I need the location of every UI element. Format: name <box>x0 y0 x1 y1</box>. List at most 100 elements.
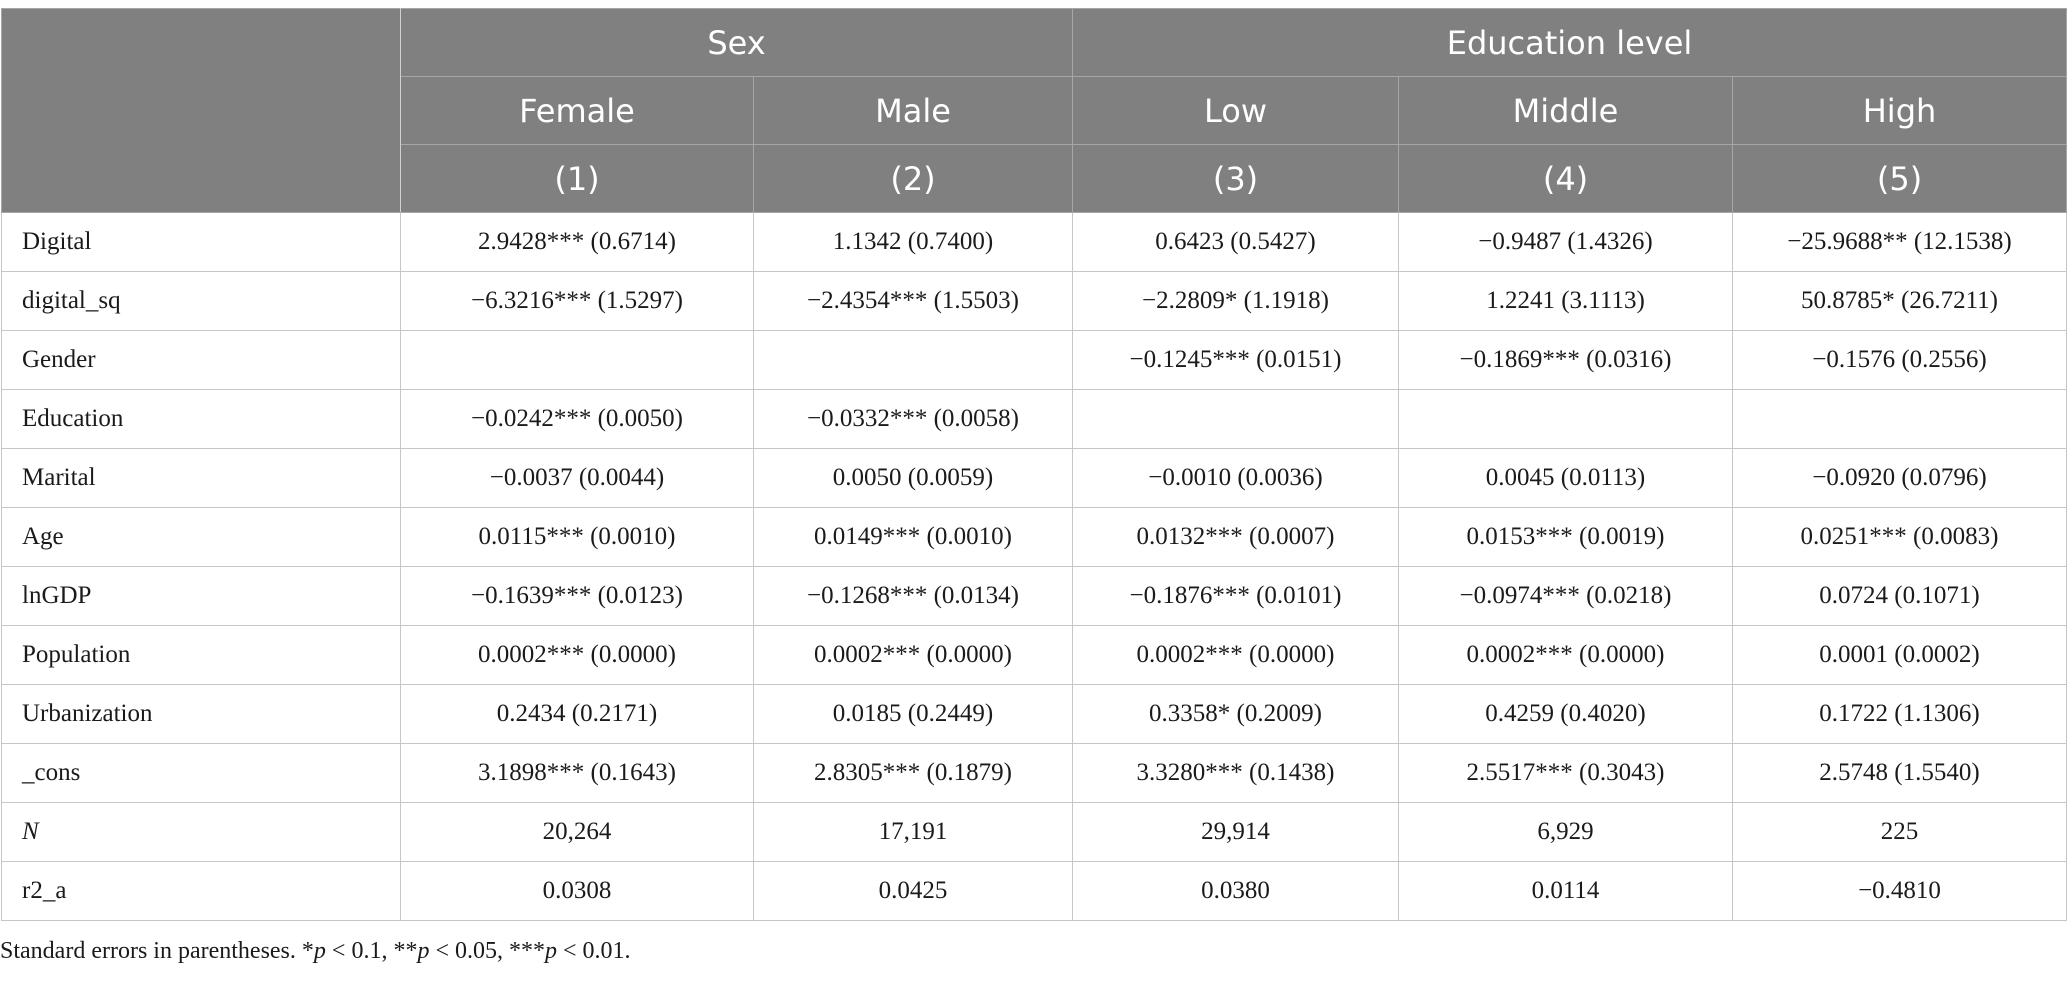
table-row: Gender −0.1245*** (0.0151) −0.1869*** (0.0… <box>1 330 2067 390</box>
coefficient-cell <box>400 330 754 390</box>
column-number-3: (3) <box>1072 144 1399 213</box>
column-header-male: Male <box>753 76 1073 145</box>
header-group-row: Sex Education level <box>1 8 2067 213</box>
coefficient-cell: −0.1876*** (0.0101) <box>1072 566 1399 626</box>
coefficient-cell: 2.5748 (1.5540) <box>1731 743 2067 803</box>
coefficient-cell: 0.0425 <box>753 861 1073 921</box>
coefficient-cell: 0.0380 <box>1072 861 1399 921</box>
coefficient-cell: 6,929 <box>1398 802 1733 862</box>
column-number-1: (1) <box>400 144 754 213</box>
footnote-threshold-1: < 0.1, ** <box>325 938 418 964</box>
table-row: Digital 2.9428*** (0.6714) 1.1342 (0.7400)… <box>1 212 2067 272</box>
table-row: lnGDP −0.1639*** (0.0123) −0.1268*** (0.01… <box>1 566 2067 626</box>
table-row: _cons 3.1898*** (0.1643) 2.8305*** (0.1879… <box>1 743 2067 803</box>
coefficient-cell: 0.0185 (0.2449) <box>753 684 1073 744</box>
coefficient-cell <box>1398 389 1733 449</box>
coefficient-cell: −0.0242*** (0.0050) <box>400 389 754 449</box>
row-label: Digital <box>1 212 401 272</box>
header-corner-cell <box>1 8 401 213</box>
coefficient-cell: 0.0115*** (0.0010) <box>400 507 754 567</box>
row-label: _cons <box>1 743 401 803</box>
coefficient-cell: 0.6423 (0.5427) <box>1072 212 1399 272</box>
coefficient-cell: −2.4354*** (1.5503) <box>753 271 1073 331</box>
coefficient-cell: 29,914 <box>1072 802 1399 862</box>
column-number-2: (2) <box>753 144 1073 213</box>
coefficient-cell: 0.0114 <box>1398 861 1733 921</box>
regression-table-container: Sex Education level Female Male Low Midd… <box>1 8 2067 921</box>
coefficient-cell: 2.8305*** (0.1879) <box>753 743 1073 803</box>
row-label: lnGDP <box>1 566 401 626</box>
coefficient-cell: 1.2241 (3.1113) <box>1398 271 1733 331</box>
coefficient-cell: −0.0332*** (0.0058) <box>753 389 1073 449</box>
coefficient-cell: 0.0050 (0.0059) <box>753 448 1073 508</box>
coefficient-cell: 0.0002*** (0.0000) <box>753 625 1073 685</box>
row-label: r2_a <box>1 861 401 921</box>
table-row: Marital −0.0037 (0.0044) 0.0050 (0.0059) −0… <box>1 448 2067 508</box>
column-header-female: Female <box>400 76 754 145</box>
row-label: Population <box>1 625 401 685</box>
table-row: N 20,264 17,191 29,914 6,929 225 <box>1 802 2067 862</box>
header-column-row: Female Male Low Middle High <box>2 76 2067 145</box>
table-row: r2_a 0.0308 0.0425 0.0380 0.0114 −0.4810 <box>1 861 2067 921</box>
coefficient-cell: −0.1245*** (0.0151) <box>1072 330 1399 390</box>
footnote-prefix: Standard errors in parentheses. * <box>0 938 314 964</box>
coefficient-cell: 0.0002*** (0.0000) <box>400 625 754 685</box>
footnote-p-symbol: p <box>545 938 557 964</box>
coefficient-cell: 0.0724 (0.1071) <box>1731 566 2067 626</box>
coefficient-cell: −0.1576 (0.2556) <box>1731 330 2067 390</box>
coefficient-cell: −0.4810 <box>1731 861 2067 921</box>
coefficient-cell: 0.0153*** (0.0019) <box>1398 507 1733 567</box>
coefficient-cell <box>1072 389 1399 449</box>
coefficient-cell: −0.1869*** (0.0316) <box>1398 330 1733 390</box>
regression-table: Sex Education level Female Male Low Midd… <box>1 8 2067 921</box>
coefficient-cell: 50.8785* (26.7211) <box>1731 271 2067 331</box>
table-header: Sex Education level Female Male Low Midd… <box>1 8 2067 213</box>
column-header-low: Low <box>1072 76 1399 145</box>
coefficient-cell: −25.9688** (12.1538) <box>1731 212 2067 272</box>
coefficient-cell: 0.0001 (0.0002) <box>1731 625 2067 685</box>
table-row: Education −0.0242*** (0.0050) −0.0332*** (… <box>1 389 2067 449</box>
coefficient-cell: −0.1639*** (0.0123) <box>400 566 754 626</box>
column-header-high: High <box>1731 76 2067 145</box>
group-header-sex: Sex <box>400 8 1073 77</box>
coefficient-cell: 0.3358* (0.2009) <box>1072 684 1399 744</box>
row-label: digital_sq <box>1 271 401 331</box>
table-footnote: Standard errors in parentheses. *p < 0.1… <box>0 938 631 965</box>
coefficient-cell: 2.5517*** (0.3043) <box>1398 743 1733 803</box>
table-row: Population 0.0002*** (0.0000) 0.0002*** (0… <box>1 625 2067 685</box>
coefficient-cell <box>1731 389 2067 449</box>
table-body: Digital 2.9428*** (0.6714) 1.1342 (0.7400)… <box>1 212 2067 921</box>
coefficient-cell: 0.1722 (1.1306) <box>1731 684 2067 744</box>
column-number-4: (4) <box>1398 144 1733 213</box>
coefficient-cell: 3.3280*** (0.1438) <box>1072 743 1399 803</box>
coefficient-cell <box>753 330 1073 390</box>
header-number-row: (1) (2) (3) (4) (5) <box>2 144 2067 213</box>
row-label: Urbanization <box>1 684 401 744</box>
coefficient-cell: 0.0045 (0.0113) <box>1398 448 1733 508</box>
column-header-middle: Middle <box>1398 76 1733 145</box>
coefficient-cell: 17,191 <box>753 802 1073 862</box>
coefficient-cell: 0.0132*** (0.0007) <box>1072 507 1399 567</box>
row-label: Gender <box>1 330 401 390</box>
footnote-threshold-2: < 0.05, *** <box>429 938 545 964</box>
coefficient-cell: 1.1342 (0.7400) <box>753 212 1073 272</box>
coefficient-cell: −0.0010 (0.0036) <box>1072 448 1399 508</box>
coefficient-cell: 0.4259 (0.4020) <box>1398 684 1733 744</box>
table-row: Urbanization 0.2434 (0.2171) 0.0185 (0.244… <box>1 684 2067 744</box>
coefficient-cell: 20,264 <box>400 802 754 862</box>
row-label: Age <box>1 507 401 567</box>
coefficient-cell: −6.3216*** (1.5297) <box>400 271 754 331</box>
coefficient-cell: −0.0920 (0.0796) <box>1731 448 2067 508</box>
coefficient-cell: −0.0974*** (0.0218) <box>1398 566 1733 626</box>
coefficient-cell: 0.0308 <box>400 861 754 921</box>
coefficient-cell: 0.0002*** (0.0000) <box>1398 625 1733 685</box>
coefficient-cell: −0.0037 (0.0044) <box>400 448 754 508</box>
footnote-threshold-3: < 0.01. <box>557 938 631 964</box>
coefficient-cell: 0.2434 (0.2171) <box>400 684 754 744</box>
table-row: Age 0.0115*** (0.0010) 0.0149*** (0.0010) 0… <box>1 507 2067 567</box>
group-header-education: Education level <box>1071 8 2067 77</box>
coefficient-cell: −0.1268*** (0.0134) <box>753 566 1073 626</box>
coefficient-cell: 225 <box>1731 802 2067 862</box>
footnote-p-symbol: p <box>313 938 326 964</box>
footnote-p-symbol: p <box>417 938 430 964</box>
